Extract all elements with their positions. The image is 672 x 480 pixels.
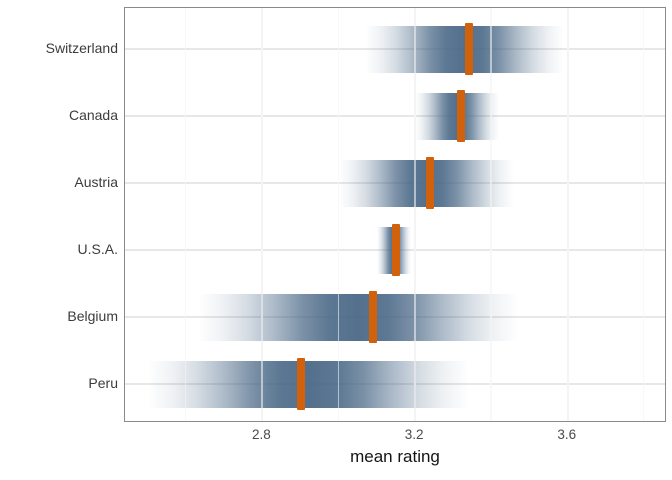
mean-line-austria — [426, 157, 435, 209]
plot-panel — [124, 7, 666, 422]
gridline-vertical-overlay — [566, 8, 569, 421]
x-tick-label: 2.8 — [252, 427, 271, 442]
y-axis-label-austria: Austria — [74, 174, 118, 190]
uncertainty-slab-belgium — [197, 293, 519, 341]
y-axis-label-usa: U.S.A. — [77, 241, 118, 257]
x-tick-label: 3.2 — [404, 427, 424, 442]
y-axis-label-switzerland: Switzerland — [45, 40, 118, 56]
x-axis-tick-labels: 2.8 3.2 3.6 — [124, 427, 666, 445]
y-axis-label-belgium: Belgium — [67, 308, 118, 324]
gridline-vertical-overlay — [185, 8, 187, 421]
y-axis-label-canada: Canada — [68, 107, 118, 123]
gridline-vertical-overlay — [490, 8, 492, 421]
mean-line-usa — [392, 224, 400, 276]
gridline-vertical-overlay — [337, 8, 340, 421]
gridline-vertical-overlay — [643, 8, 645, 421]
gridline-vertical-overlay — [261, 8, 264, 421]
x-tick-label: 3.6 — [557, 427, 577, 442]
mean-line-belgium — [369, 291, 378, 343]
mean-line-switzerland — [464, 23, 473, 75]
mean-line-peru — [296, 358, 305, 410]
y-axis-label-peru: Peru — [88, 375, 118, 391]
mean-line-canada — [456, 90, 465, 142]
gridlines-over — [125, 8, 665, 421]
mean-lines — [125, 8, 665, 421]
gridline-vertical-overlay — [414, 8, 417, 421]
gridline-horizontal — [125, 115, 665, 117]
x-axis-title: mean rating — [350, 447, 440, 466]
